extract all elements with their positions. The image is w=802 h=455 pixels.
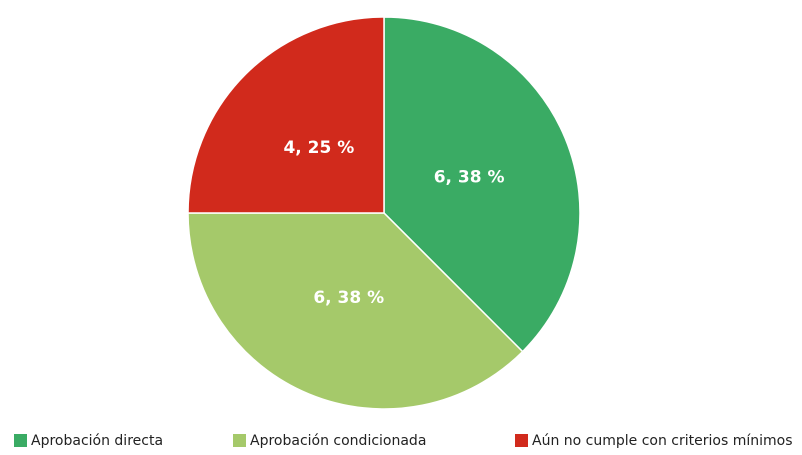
pie-slice xyxy=(187,16,385,214)
pie-slice xyxy=(187,212,524,410)
legend-label: Aún no cumple con criterios mínimos xyxy=(532,433,792,449)
legend-swatch xyxy=(14,434,27,447)
legend-swatch xyxy=(515,434,528,447)
value-label: 6, 38 % xyxy=(434,168,505,188)
value-label: 4, 25 % xyxy=(283,138,354,158)
legend-label: Aprobación condicionada xyxy=(250,433,426,449)
value-label: 6, 38 % xyxy=(313,288,384,308)
pie-slice xyxy=(383,16,581,353)
legend-label: Aprobación directa xyxy=(31,433,163,449)
legend-swatch xyxy=(233,434,246,447)
